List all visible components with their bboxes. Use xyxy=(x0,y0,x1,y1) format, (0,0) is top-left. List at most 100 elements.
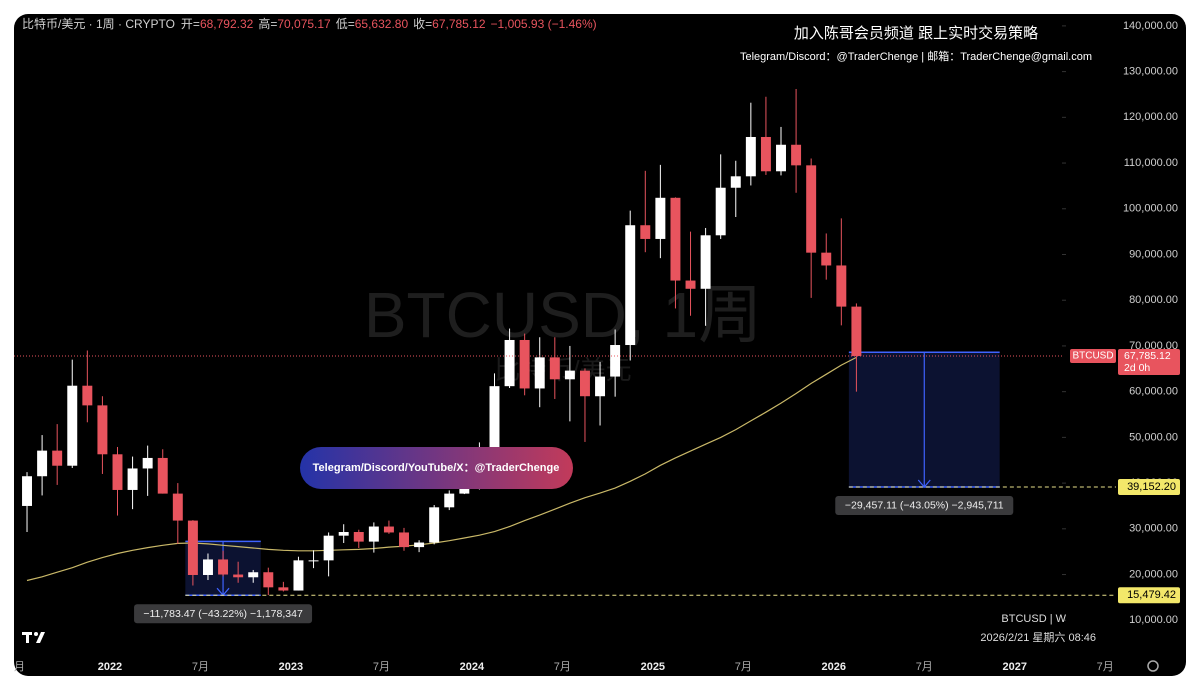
candle-body xyxy=(112,454,123,490)
candle-body xyxy=(82,385,93,406)
promo-title: 加入陈哥会员频道 跟上实时交易策略 xyxy=(794,24,1038,42)
symbol-tag xyxy=(1070,349,1116,364)
promo-pill xyxy=(300,447,573,489)
candle-body xyxy=(504,339,515,387)
candle-body xyxy=(414,542,425,548)
candle-body xyxy=(203,559,213,575)
candle-body xyxy=(338,532,349,536)
header: 比特币/美元 · 1周 · CRYPTO 开=68,792.32 高=70,075.… xyxy=(22,16,597,31)
candle-body xyxy=(715,187,726,236)
ohlc-value: 70,075.17 xyxy=(277,17,331,31)
candle-body xyxy=(444,493,455,508)
promo-contact: Telegram/Discord：@TraderChenge | 邮箱：Trad… xyxy=(740,49,1092,63)
x-tick-label: 7月 xyxy=(554,661,571,673)
measure-label: −29,457.11 (−43.05%) −2,945,711 xyxy=(845,500,1004,512)
ohlc-label: 高= xyxy=(258,16,277,31)
y-tick-label: 80,000.00 xyxy=(1129,294,1178,306)
candle-body xyxy=(489,386,500,472)
candle-body xyxy=(278,587,289,591)
ohlc-value: 67,785.12 xyxy=(432,17,486,31)
x-tick-label: 7月 xyxy=(192,661,209,673)
candle-body xyxy=(595,376,606,397)
price-tag xyxy=(1118,478,1180,495)
moving-average xyxy=(26,356,857,582)
candle-body xyxy=(851,306,862,357)
measure-label: −11,783.47 (−43.22%) −1,178,347 xyxy=(143,608,303,620)
y-tick-label: 70,000.00 xyxy=(1129,340,1178,352)
footer-symbol: BTCUSD | W xyxy=(1001,613,1066,625)
x-tick-label: 7月 xyxy=(1097,661,1114,673)
ohlc-value: 65,632.80 xyxy=(355,17,409,31)
y-tick-label: 90,000.00 xyxy=(1129,248,1178,260)
tv-logo xyxy=(22,632,45,643)
y-tick-label: 60,000.00 xyxy=(1129,386,1178,398)
promo-pill-text: Telegram/Discord/YouTube/X：@TraderChenge xyxy=(313,462,560,474)
watermark-symbol: BTCUSD, 1周 xyxy=(364,279,762,351)
candle-body xyxy=(127,468,138,490)
settings-icon[interactable] xyxy=(1147,660,1159,672)
candle-body xyxy=(730,176,741,188)
y-tick-label: 30,000.00 xyxy=(1129,523,1178,535)
candle-body xyxy=(670,197,681,281)
x-tick-label: 月 xyxy=(14,661,25,673)
candle-body xyxy=(836,265,847,307)
measure-label-box xyxy=(134,604,313,624)
symbol-title: 比特币/美元 · 1周 · CRYPTO xyxy=(22,16,175,31)
symbol-tag-label: BTCUSD xyxy=(1072,351,1113,362)
price-tag-label: 39,152.20 xyxy=(1127,481,1176,493)
candle-body xyxy=(187,520,198,575)
candle-body xyxy=(745,136,756,177)
candle-body xyxy=(625,225,636,346)
candle-body xyxy=(218,559,229,575)
price-tag-label: 15,479.42 xyxy=(1127,589,1176,601)
candle-body xyxy=(519,339,530,389)
x-tick-label: 7月 xyxy=(373,661,390,673)
candle-body xyxy=(353,532,364,542)
y-tick-label: 120,000.00 xyxy=(1123,111,1178,123)
candle-body xyxy=(52,450,63,466)
candle-body xyxy=(579,370,590,397)
ohlc-label: 开= xyxy=(181,17,200,31)
y-tick-label: 130,000.00 xyxy=(1123,66,1178,78)
y-tick-label: 20,000.00 xyxy=(1129,568,1178,580)
candle-body xyxy=(700,235,711,289)
footer-time: 2026/2/21 星期六 08:46 xyxy=(980,631,1096,644)
candle-body xyxy=(233,574,244,578)
price-tag xyxy=(1118,587,1180,604)
x-tick-label: 2023 xyxy=(279,661,303,673)
candle-body xyxy=(685,280,696,289)
change: −1,005.93 (−1.46%) xyxy=(491,17,597,31)
candle-body xyxy=(534,357,545,389)
candle-body xyxy=(248,572,259,578)
candle-body xyxy=(610,345,621,377)
candle-body xyxy=(293,560,304,591)
y-tick-label: 10,000.00 xyxy=(1129,614,1178,626)
ohlc-label: 低= xyxy=(336,17,355,31)
candle-body xyxy=(323,535,334,561)
candle-body xyxy=(263,572,274,588)
ohlc-label: 收= xyxy=(413,17,432,31)
candle-body xyxy=(368,526,379,542)
last-price-tag xyxy=(1118,349,1180,376)
candle-body xyxy=(172,493,183,521)
candle-body xyxy=(37,450,48,477)
x-tick-label: 2022 xyxy=(98,661,122,673)
candle-body xyxy=(821,252,832,266)
y-tick-label: 140,000.00 xyxy=(1123,20,1178,32)
last-price-label: 67,785.12 xyxy=(1124,350,1171,362)
candle-body xyxy=(383,526,394,533)
candle-body xyxy=(399,532,409,548)
candle-body xyxy=(429,507,440,543)
x-tick-label: 7月 xyxy=(916,661,933,673)
candle-body xyxy=(806,165,817,253)
candle-body xyxy=(549,357,560,380)
candle-body xyxy=(157,457,168,494)
candle-body xyxy=(142,457,153,469)
ohlc-value: 68,792.32 xyxy=(200,17,254,31)
y-tick-label: 100,000.00 xyxy=(1123,203,1178,215)
candle-body xyxy=(97,405,108,455)
x-tick-label: 2026 xyxy=(822,661,846,673)
candle-body xyxy=(564,370,575,380)
